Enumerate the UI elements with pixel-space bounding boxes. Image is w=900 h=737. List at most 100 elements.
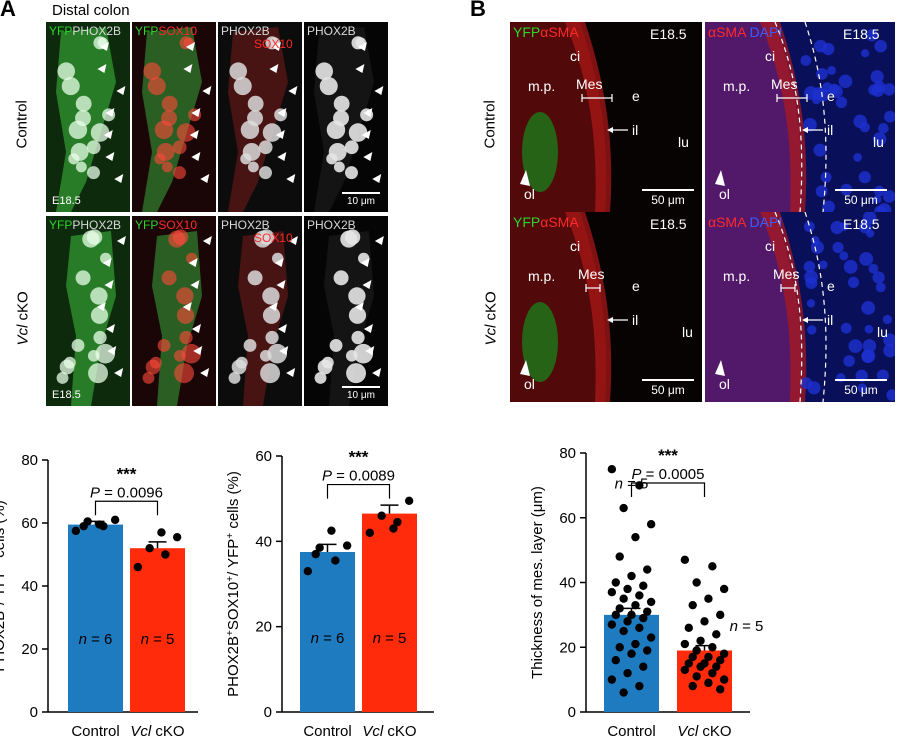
- label-e: e: [827, 278, 835, 294]
- micrograph-image: [132, 216, 216, 406]
- arrowhead-marker: [354, 302, 364, 311]
- channel-label: PHOX2B: [307, 218, 356, 232]
- label-ci: ci: [765, 48, 776, 64]
- arrowhead-marker: [357, 42, 367, 51]
- arrowhead-marker: [185, 42, 195, 51]
- micrograph-image: [705, 212, 895, 402]
- label-lu: lu: [873, 134, 884, 150]
- data-point: [607, 620, 617, 629]
- data-point: [708, 562, 717, 571]
- micrograph-image: [132, 22, 216, 212]
- panel-a-tile-r2-c1: YFPPHOX2B E18.5: [46, 216, 130, 406]
- significance-stars: ***: [117, 464, 137, 483]
- data-point: [635, 681, 644, 691]
- arrowhead-marker: [183, 64, 193, 73]
- label-mes: Mes: [578, 266, 605, 282]
- channel-label: YFPαSMA: [513, 24, 579, 40]
- label-mp: m.p.: [528, 268, 556, 284]
- data-point: [680, 665, 690, 675]
- arrowhead-marker: [191, 324, 201, 333]
- arrowhead-marker: [275, 130, 285, 139]
- data-point: [311, 549, 320, 559]
- stage-label: E18.5: [650, 26, 687, 42]
- arrowhead-marker: [202, 86, 212, 95]
- y-tick-label: 20: [255, 619, 272, 636]
- panel-b-tile-r2-c2: αSMA DAPI E18.5 ci m.p. Mes e il lu ol 50 μm: [705, 212, 895, 402]
- y-tick-label: 20: [559, 639, 576, 656]
- arrowhead-marker: [200, 174, 210, 183]
- y-tick-label: 60: [559, 510, 576, 527]
- arrowhead-marker: [288, 236, 298, 245]
- panel-b-row-label-cko: Vcl cKO: [482, 291, 500, 346]
- arrowhead-marker: [105, 152, 115, 161]
- data-point: [646, 520, 656, 529]
- panel-a-letter: A: [0, 0, 16, 21]
- arrowhead-marker: [96, 302, 106, 311]
- label-il: il: [827, 122, 834, 138]
- label-ci: ci: [765, 238, 776, 254]
- arrowhead-marker: [116, 86, 126, 95]
- channel-label: PHOX2B: [221, 218, 270, 232]
- arrowhead-marker: [277, 324, 287, 333]
- data-point: [619, 626, 628, 636]
- y-tick-label: 40: [559, 575, 576, 592]
- arrowhead-marker: [116, 236, 126, 245]
- micrograph-image: [510, 22, 702, 212]
- label-e: e: [827, 88, 835, 104]
- data-point: [99, 521, 108, 531]
- data-point: [79, 521, 88, 531]
- arrowhead-marker: [277, 152, 287, 161]
- data-point: [646, 633, 656, 642]
- panel-b-tile-r1-c2: αSMA DAPI E18.5 ci m.p. Mes e il lu ol 50 μm: [705, 22, 895, 212]
- significance-bracket: [94, 500, 159, 516]
- data-point: [315, 543, 324, 552]
- data-point: [404, 496, 414, 505]
- data-point: [619, 594, 628, 603]
- label-ci: ci: [570, 48, 581, 64]
- label-ol: ol: [524, 186, 535, 202]
- boundary-dashed-line: [774, 212, 803, 402]
- arrowhead-marker: [107, 346, 117, 355]
- boundary-dashed-line: [804, 212, 827, 402]
- x-tick-label: Vcl cKO: [130, 723, 184, 737]
- channel-label: YFPPHOX2B: [49, 24, 122, 38]
- arrowhead-marker: [188, 258, 198, 267]
- data-point: [303, 567, 313, 576]
- x-tick-label: Control: [71, 723, 119, 737]
- arrowhead-marker: [114, 174, 124, 183]
- x-tick-label: Control: [303, 723, 351, 737]
- arrowhead-marker: [269, 64, 279, 73]
- y-tick-label: 0: [264, 704, 272, 721]
- data-point: [365, 528, 375, 537]
- arrowhead-marker: [374, 236, 384, 245]
- data-point: [627, 571, 636, 581]
- arrowhead-marker: [99, 42, 109, 51]
- arrowhead-marker: [372, 368, 382, 377]
- chart-1: 0 20 40 60 80 PHOX2B+/ YFP+ cells (%) n = 6 Con…: [0, 452, 198, 737]
- data-point: [635, 591, 644, 600]
- arrowhead-marker: [276, 280, 286, 289]
- data-point: [157, 528, 166, 537]
- data-point: [692, 578, 701, 587]
- channel-label: YFPSOX10: [135, 218, 198, 232]
- micrograph-image: [46, 216, 130, 406]
- data-point: [643, 565, 652, 574]
- channel-label: αSMA DAPI: [708, 24, 783, 40]
- arrowhead-marker: [361, 130, 371, 139]
- data-point: [688, 652, 697, 662]
- data-point: [708, 643, 717, 652]
- n-label: n = 6: [311, 630, 345, 647]
- significance-bracket: [326, 483, 391, 499]
- y-tick-label: 0: [30, 704, 38, 721]
- panel-a-tile-r1-c2: YFPSOX10: [132, 22, 216, 212]
- channel-label: PHOX2B: [307, 24, 356, 38]
- arrowhead-marker: [105, 324, 115, 333]
- y-tick-label: 80: [21, 452, 38, 469]
- data-point: [700, 659, 709, 668]
- micrograph-image: [218, 22, 302, 212]
- data-point: [133, 562, 143, 572]
- significance-stars: ***: [658, 446, 678, 465]
- data-point: [635, 623, 644, 633]
- scale-bar: 50 μm: [835, 189, 887, 207]
- ol-arrowhead: [715, 170, 725, 186]
